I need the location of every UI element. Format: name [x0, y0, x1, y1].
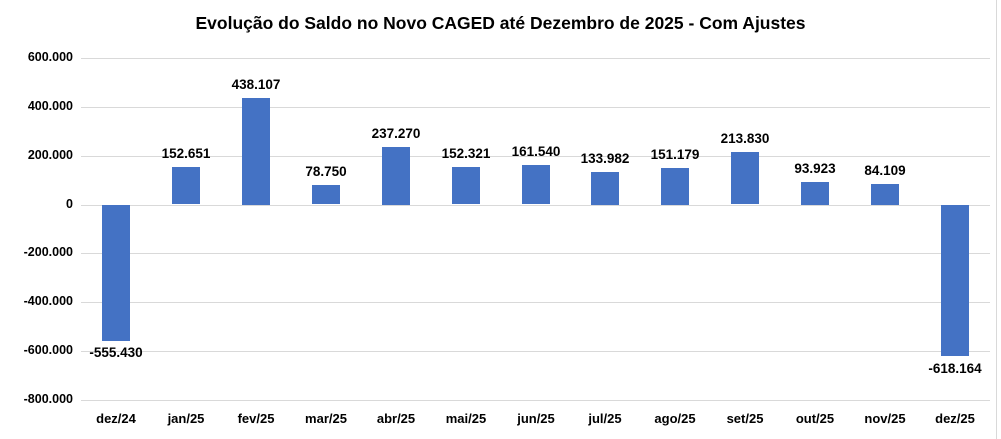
x-axis-tick-label: dez/24 [96, 411, 136, 426]
gridline [81, 351, 990, 352]
bar-value-label: 438.107 [231, 77, 281, 92]
y-axis-tick-label: -600.000 [23, 343, 73, 357]
bar-value-label: 133.982 [580, 151, 630, 166]
y-axis-tick-label: -800.000 [23, 392, 73, 406]
y-axis-tick-label: -400.000 [23, 294, 73, 308]
x-axis-tick-label: fev/25 [237, 411, 275, 426]
bar-value-label: 213.830 [720, 131, 770, 146]
gridline [81, 253, 990, 254]
bar [172, 167, 200, 204]
chart-border [996, 0, 997, 439]
x-axis-tick-label: dez/25 [935, 411, 975, 426]
gridline [81, 400, 990, 401]
y-axis-tick-label: 400.000 [27, 99, 73, 113]
bar-value-label: 93.923 [794, 161, 836, 176]
gridline [81, 205, 990, 206]
bar [522, 165, 550, 204]
x-axis-tick-label: jan/25 [167, 411, 205, 426]
x-axis-tick-label: nov/25 [864, 411, 906, 426]
bar [731, 152, 759, 204]
bar [382, 147, 410, 205]
bar-value-label: -618.164 [928, 361, 982, 376]
bar [452, 167, 480, 204]
gridline [81, 58, 990, 59]
y-axis-tick-label: 600.000 [27, 50, 73, 64]
bar-value-label: 161.540 [511, 144, 561, 159]
y-axis-tick-label: 0 [66, 197, 73, 211]
x-axis-tick-label: mai/25 [445, 411, 487, 426]
bar [941, 205, 969, 356]
gridline [81, 302, 990, 303]
bar [591, 172, 619, 205]
bar [312, 185, 340, 204]
gridline [81, 107, 990, 108]
x-axis-tick-label: abr/25 [376, 411, 416, 426]
bar-value-label: 237.270 [371, 126, 421, 141]
bar [801, 182, 829, 205]
bar [661, 168, 689, 205]
bar-value-label: 151.179 [650, 147, 700, 162]
y-axis-tick-label: -200.000 [23, 245, 73, 259]
x-axis-tick-label: set/25 [726, 411, 764, 426]
bar [242, 98, 270, 205]
bar-value-label: 84.109 [864, 163, 906, 178]
x-axis-tick-label: out/25 [795, 411, 835, 426]
bar [871, 184, 899, 205]
bar-value-label: 152.321 [441, 146, 491, 161]
x-axis-tick-label: mar/25 [305, 411, 347, 426]
gridline [81, 156, 990, 157]
bar-value-label: -555.430 [89, 345, 143, 360]
y-axis-tick-label: 200.000 [27, 148, 73, 162]
x-axis-tick-label: jul/25 [588, 411, 622, 426]
bar [102, 205, 130, 341]
x-axis-tick-label: ago/25 [654, 411, 696, 426]
chart-title: Evolução do Saldo no Novo CAGED até Deze… [195, 13, 806, 33]
x-axis-tick-label: jun/25 [517, 411, 555, 426]
bar-value-label: 78.750 [305, 164, 347, 179]
bar-value-label: 152.651 [161, 146, 211, 161]
